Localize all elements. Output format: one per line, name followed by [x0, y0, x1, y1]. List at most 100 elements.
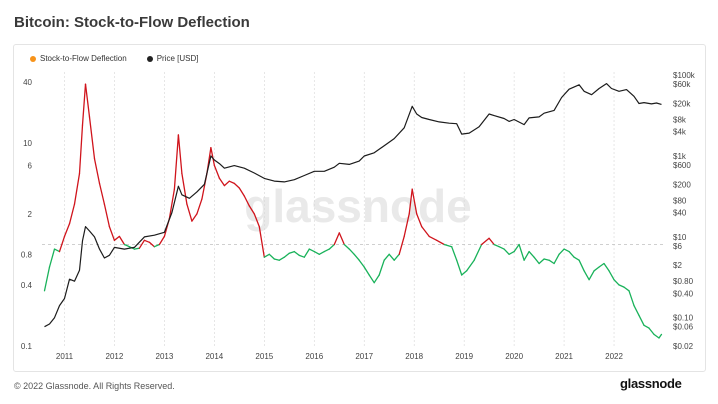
- deflection-segment: [383, 253, 390, 261]
- y-left-tick-label: 10: [23, 139, 32, 148]
- deflection-segment: [268, 253, 275, 260]
- y-right-tick-label: $200: [673, 180, 691, 189]
- deflection-segment: [158, 235, 166, 246]
- deflection-segment: [228, 180, 235, 185]
- x-tick-label: 2021: [555, 352, 573, 361]
- glassnode-logo: glassnode: [620, 376, 682, 391]
- y-right-tick-label: $100k: [673, 71, 696, 80]
- deflection-segment: [93, 158, 101, 185]
- deflection-segment: [498, 246, 505, 250]
- deflection-segment: [103, 203, 111, 228]
- deflection-segment: [138, 239, 146, 249]
- deflection-segment: [578, 259, 585, 272]
- y-right-tick-label: $0.06: [673, 323, 694, 332]
- deflection-segment: [318, 250, 325, 255]
- deflection-segment: [98, 182, 106, 205]
- x-tick-label: 2015: [255, 352, 273, 361]
- deflection-segment: [238, 187, 245, 197]
- deflection-segment: [538, 258, 545, 265]
- x-tick-label: 2012: [106, 352, 124, 361]
- deflection-segment: [153, 243, 161, 248]
- deflection-segment: [568, 250, 575, 258]
- deflection-segment: [658, 333, 663, 339]
- chart-grid: [64, 72, 615, 346]
- deflection-segment: [58, 235, 66, 253]
- y-left-tick-label: 0.4: [21, 281, 33, 290]
- deflection-segment: [323, 248, 330, 253]
- deflection-segment: [313, 250, 320, 255]
- deflection-segment: [48, 248, 56, 268]
- deflection-segment: [588, 270, 595, 281]
- x-tick-label: 2016: [305, 352, 323, 361]
- chart-legend: Stock-to-Flow Deflection Price [USD]: [30, 54, 199, 63]
- y-right-tick-label: $0.02: [673, 342, 694, 351]
- deflection-segment: [633, 304, 640, 317]
- page-title: Bitcoin: Stock-to-Flow Deflection: [14, 14, 250, 31]
- y-left-tick-label: 2: [28, 210, 33, 219]
- price-line: [44, 83, 662, 328]
- y-right-tick-label: $20k: [673, 99, 691, 108]
- deflection-segment: [43, 266, 51, 292]
- deflection-segment: [421, 225, 430, 238]
- x-tick-label: 2022: [605, 352, 623, 361]
- deflection-segment: [543, 258, 550, 261]
- deflection-segment: [528, 250, 535, 258]
- deflection-segment: [456, 259, 463, 276]
- deflection-segment: [393, 253, 400, 261]
- deflection-segment: [258, 225, 265, 258]
- deflection-segment: [191, 213, 198, 222]
- deflection-segment: [583, 270, 590, 281]
- legend-item-deflection[interactable]: Stock-to-Flow Deflection: [30, 54, 127, 63]
- deflection-segment: [480, 237, 490, 246]
- deflection-segment: [518, 243, 525, 261]
- y-axis-right: $100k$60k$20k$8k$4k$1k$600$200$80$40$10$…: [673, 71, 696, 351]
- deflection-segment: [333, 232, 340, 246]
- copyright-text: © 2022 Glassnode. All Rights Reserved.: [14, 381, 175, 391]
- y-right-tick-label: $0.10: [673, 314, 694, 323]
- deflection-segment: [563, 248, 570, 253]
- price-series: [44, 83, 662, 328]
- deflection-segment: [533, 256, 540, 265]
- deflection-segment: [303, 248, 310, 258]
- deflection-segment: [653, 333, 660, 339]
- y-left-tick-label: 6: [28, 161, 33, 170]
- deflection-segment: [283, 252, 290, 258]
- y-right-tick-label: $2: [673, 261, 682, 270]
- y-right-tick-label: $0.40: [673, 289, 694, 298]
- deflection-segment: [288, 250, 295, 254]
- deflection-segment: [278, 256, 285, 261]
- deflection-segment: [416, 213, 423, 228]
- deflection-segment: [373, 274, 380, 284]
- deflection-segment: [363, 266, 370, 276]
- y-right-tick-label: $80: [673, 196, 687, 205]
- deflection-segment: [558, 248, 565, 255]
- deflection-segment: [443, 243, 453, 248]
- deflection-segment: [343, 243, 350, 250]
- deflection-segment: [243, 195, 250, 207]
- deflection-segment: [593, 266, 600, 272]
- deflection-segment: [293, 250, 300, 257]
- deflection-segment: [488, 237, 495, 246]
- deflection-segment: [273, 258, 280, 261]
- deflection-segment: [210, 146, 216, 167]
- deflection-segment: [466, 259, 475, 272]
- y-left-tick-label: 0.8: [21, 250, 33, 259]
- deflection-segment: [118, 235, 126, 246]
- deflection-segment: [113, 235, 121, 241]
- legend-item-price[interactable]: Price [USD]: [146, 54, 199, 63]
- deflection-segment: [553, 253, 560, 265]
- deflection-segment: [623, 286, 630, 292]
- deflection-segment: [213, 164, 221, 179]
- deflection-segment: [598, 262, 605, 268]
- deflection-segment: [573, 256, 580, 261]
- deflection-segment: [603, 262, 610, 272]
- deflection-series: [43, 83, 663, 339]
- deflection-segment: [608, 270, 615, 281]
- deflection-segment: [338, 232, 345, 246]
- deflection-segment: [643, 324, 650, 329]
- deflection-segment: [233, 182, 240, 189]
- deflection-segment: [473, 243, 483, 261]
- x-tick-label: 2017: [355, 352, 373, 361]
- deflection-segment: [436, 239, 445, 246]
